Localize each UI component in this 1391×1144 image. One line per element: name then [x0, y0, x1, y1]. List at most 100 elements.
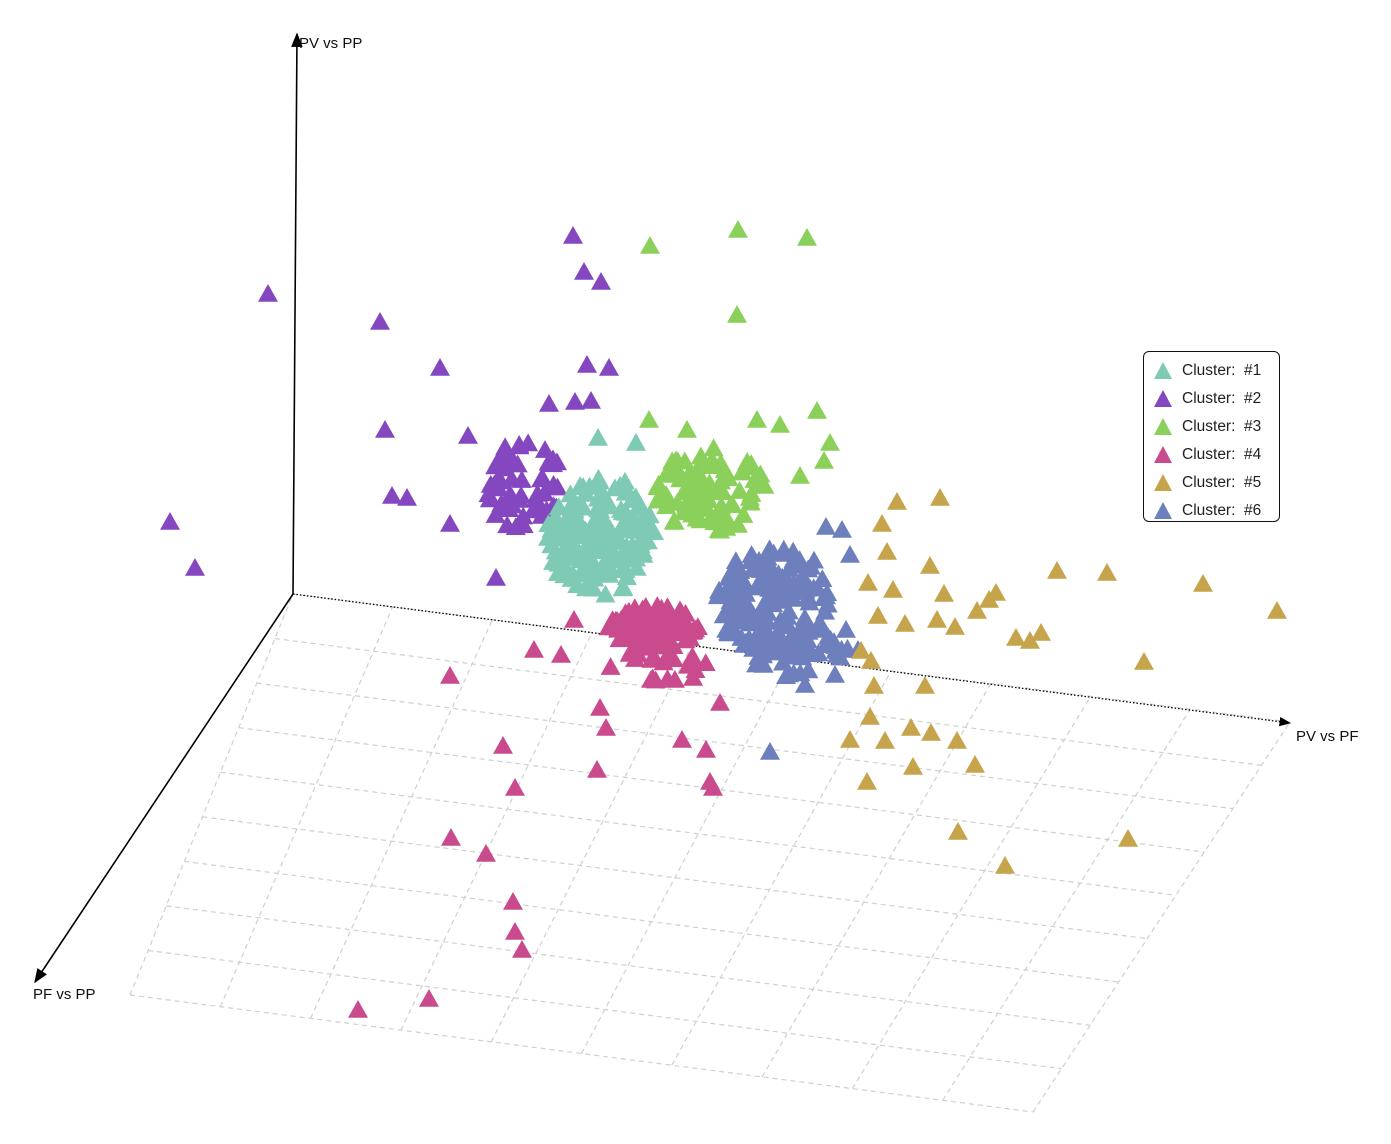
grid-line	[671, 670, 892, 1066]
legend-label: Cluster: #3	[1182, 418, 1262, 435]
data-point	[836, 620, 856, 638]
data-point	[653, 486, 674, 505]
legend-triangle-icon	[1154, 446, 1172, 463]
data-point	[1097, 563, 1117, 581]
data-point	[499, 499, 520, 517]
data-point	[596, 718, 616, 736]
data-point	[663, 463, 684, 481]
data-point	[729, 567, 750, 586]
data-point	[490, 451, 511, 470]
legend-triangle-icon	[1154, 474, 1172, 491]
data-point	[348, 1000, 368, 1018]
data-point	[930, 488, 950, 506]
data-point	[501, 469, 522, 487]
data-point	[524, 640, 544, 658]
data-point	[543, 475, 564, 493]
data-point	[554, 565, 575, 584]
data-point	[523, 500, 543, 519]
data-point	[258, 284, 278, 302]
data-point	[860, 707, 880, 725]
grid-line	[219, 606, 394, 1007]
data-point	[858, 573, 878, 591]
data-point	[551, 645, 571, 663]
data-point	[1020, 631, 1040, 649]
data-point	[790, 466, 810, 484]
data-point	[883, 580, 903, 598]
data-point	[740, 603, 761, 621]
legend-item[interactable]: Cluster: #2	[1152, 385, 1279, 413]
grid-line	[1032, 721, 1291, 1113]
data-point	[591, 272, 611, 290]
data-point	[948, 822, 968, 840]
legend-triangle-icon	[1154, 362, 1172, 379]
data-point	[564, 536, 585, 555]
data-point	[564, 500, 585, 519]
data-point	[566, 511, 586, 529]
data-point	[640, 236, 660, 254]
legend-item[interactable]: Cluster: #4	[1152, 441, 1279, 469]
data-point	[638, 637, 659, 655]
data-point	[695, 653, 716, 671]
grid-line	[851, 696, 1092, 1089]
data-point	[783, 550, 804, 568]
data-point	[632, 599, 653, 618]
data-point	[656, 496, 677, 514]
data-point	[715, 513, 736, 532]
data-point	[619, 643, 640, 662]
legend-item[interactable]: Cluster: #1	[1152, 357, 1279, 385]
legend: Cluster: #1 Cluster: #2 Cluster: #3 Cluster…	[1143, 351, 1280, 522]
data-point	[500, 484, 521, 503]
data-point	[750, 464, 771, 483]
data-point	[565, 392, 585, 410]
data-point	[440, 666, 460, 684]
data-point	[577, 355, 597, 373]
y-axis-line	[291, 32, 303, 595]
data-point	[868, 606, 888, 624]
data-point	[979, 590, 999, 608]
data-point	[727, 305, 747, 323]
data-point	[600, 657, 621, 675]
data-point	[682, 485, 703, 503]
data-point	[713, 605, 734, 624]
data-point	[915, 676, 935, 694]
x-axis-label: PV vs PF	[1296, 728, 1359, 745]
data-point	[1193, 574, 1213, 592]
legend-item[interactable]: Cluster: #6	[1152, 497, 1279, 525]
data-point	[370, 312, 390, 330]
data-point	[703, 778, 723, 796]
legend-triangle-icon	[1154, 502, 1172, 519]
data-point	[728, 585, 749, 604]
legend-item[interactable]: Cluster: #5	[1152, 469, 1279, 497]
data-point	[547, 452, 567, 471]
grid-line	[238, 727, 1205, 853]
data-point	[685, 470, 706, 489]
data-point	[564, 610, 584, 628]
data-point	[797, 630, 818, 649]
data-point	[967, 601, 987, 619]
data-point	[590, 506, 611, 525]
data-point	[626, 558, 647, 576]
data-point	[576, 578, 596, 597]
data-point	[595, 584, 616, 603]
data-point	[827, 645, 847, 663]
data-point	[770, 415, 790, 433]
grid-line	[761, 683, 992, 1078]
data-point	[557, 518, 578, 537]
data-point	[617, 549, 638, 568]
data-point	[857, 772, 877, 790]
grid-line	[256, 682, 1233, 810]
legend-label: Cluster: #4	[1182, 446, 1262, 463]
data-point	[851, 641, 871, 659]
data-point	[875, 731, 895, 749]
data-point	[934, 584, 954, 602]
data-point	[513, 506, 534, 525]
grid-line	[220, 771, 1176, 896]
data-point	[1118, 829, 1138, 847]
data-point	[712, 482, 733, 500]
data-point	[484, 475, 505, 493]
data-point	[677, 420, 697, 438]
data-point	[795, 643, 816, 661]
data-point	[624, 615, 645, 633]
legend-item[interactable]: Cluster: #3	[1152, 413, 1279, 441]
data-point	[700, 456, 721, 474]
